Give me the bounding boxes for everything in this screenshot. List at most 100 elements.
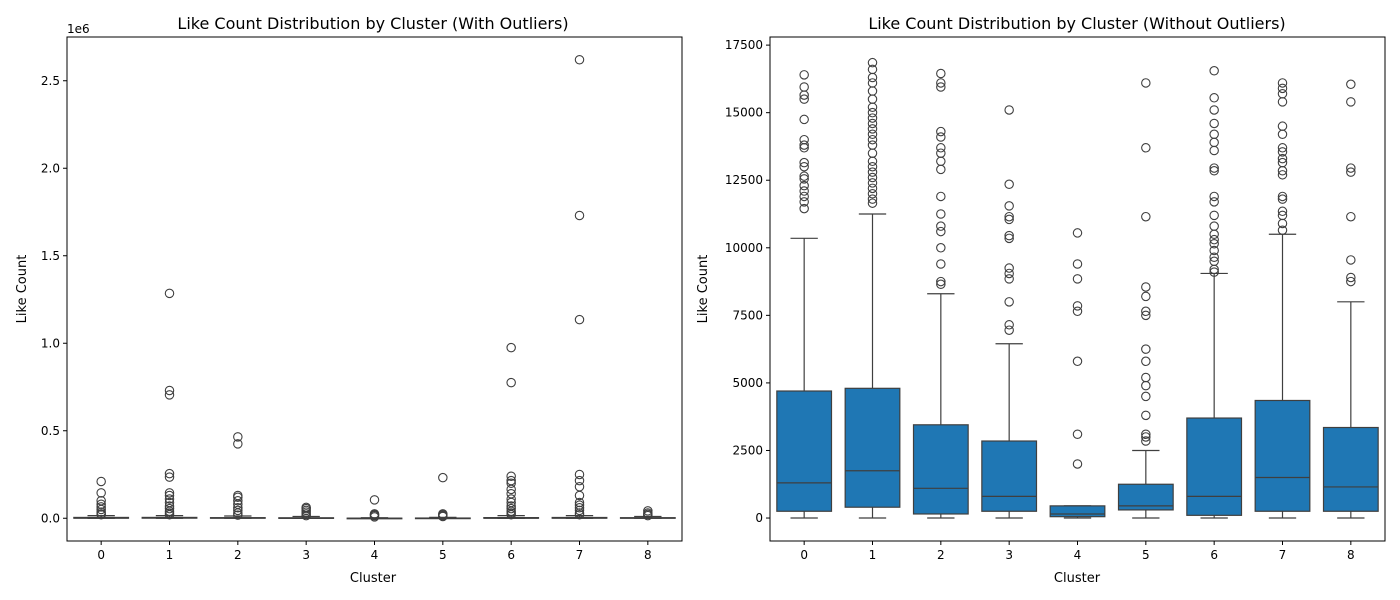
x-tick-label: 0 <box>800 548 808 562</box>
y-tick-label: 2.5 <box>41 74 60 88</box>
chart-with-outliers: Like Count Distribution by Cluster (With… <box>15 14 683 586</box>
outlier-point <box>96 502 106 512</box>
outlier-point <box>1277 191 1288 202</box>
box <box>1186 417 1243 516</box>
outlier-point <box>936 191 946 202</box>
outlier-point <box>1277 78 1288 88</box>
outlier-point <box>936 148 946 158</box>
outlier-point <box>867 188 878 199</box>
outlier-point <box>1141 372 1151 383</box>
outlier-point <box>574 500 585 510</box>
outlier-point <box>164 488 175 498</box>
box <box>1254 399 1311 512</box>
outlier-point <box>438 509 448 519</box>
outlier-point <box>1277 170 1288 180</box>
box <box>776 390 833 512</box>
outlier-point <box>799 94 809 104</box>
y-tick-label: 1.0 <box>41 336 60 350</box>
outlier-point <box>164 497 175 508</box>
outlier-point <box>1209 234 1219 245</box>
outlier-point <box>1277 129 1288 140</box>
outlier-point <box>867 156 878 167</box>
outlier-point <box>1277 157 1288 168</box>
outlier-point <box>936 209 946 219</box>
outlier-point <box>867 140 878 150</box>
outlier-point <box>506 478 516 488</box>
outlier-point <box>799 140 809 150</box>
outlier-point <box>799 134 809 145</box>
outlier-point <box>506 377 516 388</box>
outlier-point <box>1141 391 1151 402</box>
outlier-point <box>867 161 878 172</box>
x-tick-label: 2 <box>234 548 242 562</box>
y-tick-label: 15000 <box>725 106 763 120</box>
outlier-point <box>574 469 585 480</box>
outlier-point <box>574 497 585 508</box>
outlier-point <box>233 432 243 442</box>
x-tick-label: 1 <box>166 548 174 562</box>
outlier-point <box>1346 211 1356 222</box>
chart-without-outliers: Like Count Distribution by Cluster (With… <box>696 14 1386 586</box>
outlier-point <box>1141 211 1151 222</box>
box-cluster-2 <box>912 68 969 519</box>
outlier-point <box>233 505 243 516</box>
chart-title: Like Count Distribution by Cluster (With… <box>868 14 1285 33</box>
outlier-point <box>1072 356 1083 367</box>
outlier-point <box>1004 325 1014 335</box>
outlier-point <box>867 72 878 83</box>
outlier-point <box>1072 274 1083 284</box>
outlier-point <box>301 502 311 513</box>
outlier-point <box>506 494 516 504</box>
plot-frame <box>66 36 683 542</box>
outlier-point <box>164 490 175 501</box>
outlier-point <box>1141 380 1151 391</box>
outlier-point <box>1004 201 1014 211</box>
outlier-point <box>96 488 106 498</box>
x-tick-label: 3 <box>1005 548 1013 562</box>
outlier-point <box>574 210 585 221</box>
outlier-point <box>1072 306 1083 317</box>
outlier-point <box>506 475 516 486</box>
outlier-point <box>506 342 516 353</box>
outlier-point <box>1277 225 1288 235</box>
outlier-point <box>96 499 106 509</box>
outlier-point <box>936 164 946 175</box>
outlier-point <box>867 129 878 140</box>
outlier-point <box>1209 256 1219 267</box>
outlier-point <box>1004 263 1014 273</box>
y-tick-label: 0.0 <box>41 511 60 525</box>
box-cluster-7 <box>1254 78 1311 519</box>
outlier-point <box>1004 268 1014 279</box>
outlier-point <box>799 203 809 214</box>
outlier-point <box>867 86 878 96</box>
outlier-point <box>799 70 809 80</box>
outlier-point <box>574 54 585 65</box>
outlier-point <box>96 476 106 487</box>
box <box>1322 426 1379 512</box>
outlier-point <box>1209 163 1219 173</box>
outlier-point <box>1141 78 1151 88</box>
outlier-point <box>1277 153 1288 164</box>
outlier-point <box>1004 105 1014 115</box>
outlier-point <box>1209 197 1219 207</box>
y-tick-label: 12500 <box>725 173 763 187</box>
outlier-point <box>1277 97 1288 107</box>
outlier-point <box>799 186 809 196</box>
outlier-point <box>1209 137 1219 148</box>
outlier-point <box>164 494 175 504</box>
y-axis-label: Like Count <box>696 255 711 324</box>
box-cluster-0 <box>776 70 833 519</box>
box-cluster-8 <box>619 506 676 521</box>
outlier-point <box>1209 66 1219 76</box>
outlier-point <box>867 113 878 123</box>
outlier-point <box>867 172 878 183</box>
y-axis-label: Like Count <box>15 255 30 324</box>
outlier-point <box>1141 143 1151 153</box>
outlier-point <box>936 143 946 153</box>
outlier-point <box>1141 356 1151 367</box>
outlier-point <box>936 259 946 269</box>
x-axis-label: Cluster <box>1054 571 1101 586</box>
outlier-point <box>574 314 585 325</box>
outlier-point <box>506 471 516 481</box>
x-tick-label: 5 <box>439 548 447 562</box>
